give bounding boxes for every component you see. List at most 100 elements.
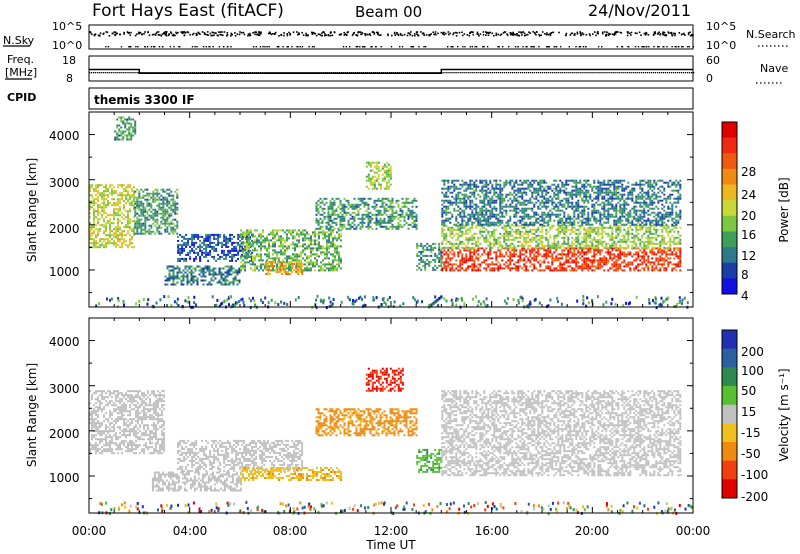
power-cell [204, 265, 207, 268]
nave-point [314, 72, 316, 74]
power-cell [438, 248, 441, 251]
power-cell [575, 263, 578, 266]
power-cell [443, 224, 446, 227]
power-cell [248, 241, 250, 244]
power-cell [677, 249, 680, 252]
power-cell [411, 215, 414, 218]
power-cell [308, 233, 310, 236]
power-cell [593, 251, 596, 254]
power-cell [407, 207, 410, 210]
power-cell [401, 211, 404, 214]
power-cell [395, 215, 398, 218]
power-cell [264, 263, 266, 266]
power-cell [389, 217, 392, 220]
power-cell [187, 241, 190, 244]
power-cell [300, 231, 302, 234]
power-cell [121, 198, 123, 201]
nsky-point [158, 33, 160, 36]
power-cell [426, 246, 429, 249]
nsky-point [114, 31, 117, 34]
power-cell [473, 238, 476, 241]
nave-point [209, 72, 212, 74]
power-cell [537, 253, 540, 256]
power-cell [217, 243, 220, 246]
nave-point [397, 72, 399, 74]
power-cell [170, 222, 173, 225]
power-cell [136, 202, 139, 205]
power-cell [367, 213, 370, 216]
power-cell [351, 205, 354, 208]
power-cell [316, 253, 318, 256]
nsky-point [160, 35, 163, 37]
nsearch-point [296, 46, 298, 48]
nave-point [165, 72, 167, 74]
power-cell [535, 230, 538, 233]
nsearch-point [471, 46, 473, 48]
power-cell [310, 251, 312, 254]
power-cell [615, 259, 618, 262]
power-cell [469, 236, 472, 239]
power-cell [328, 247, 330, 250]
power-cell [573, 269, 576, 272]
power-cell [127, 186, 129, 189]
power-cell [585, 240, 588, 243]
nave-point [97, 72, 99, 74]
power-cell [583, 259, 586, 262]
power-cell [89, 186, 91, 189]
power-cell [451, 230, 454, 233]
power-cell [627, 251, 630, 254]
power-cell [306, 257, 308, 260]
power-cell [509, 261, 512, 264]
power-cell [203, 251, 206, 254]
nsky-point [571, 32, 574, 35]
power-cell [505, 226, 508, 229]
power-cell [207, 239, 210, 242]
nsearch-point [169, 46, 172, 48]
power-cell [443, 267, 446, 270]
power-cell [549, 236, 552, 239]
power-cell [613, 265, 616, 268]
power-cell [154, 214, 157, 217]
power-cell [172, 208, 175, 211]
power-cell [317, 223, 320, 226]
power-cell [497, 246, 500, 249]
power-cell [215, 237, 218, 240]
power-cell [121, 238, 123, 241]
power-cell [665, 247, 668, 250]
nsearch-point [179, 46, 181, 48]
power-cell [519, 234, 522, 237]
power-cell [227, 253, 230, 256]
power-cell [459, 251, 462, 254]
power-cell [497, 269, 500, 272]
power-cell [353, 211, 356, 214]
power-cell [318, 255, 320, 258]
power-cell [246, 253, 248, 256]
power-cell [513, 230, 516, 233]
power-cell [250, 231, 252, 234]
power-cell [501, 246, 504, 249]
power-cell [203, 243, 206, 246]
power-cell [593, 244, 596, 247]
power-cell [563, 246, 566, 249]
power-cell [611, 228, 614, 231]
power-cell [659, 251, 662, 254]
power-cell [117, 214, 119, 217]
power-cell [601, 249, 604, 252]
power-cell [339, 223, 342, 226]
power-cell [531, 263, 534, 266]
power-cell [125, 194, 127, 197]
power-cell [113, 198, 115, 201]
power-cell [391, 217, 394, 220]
power-cell [312, 233, 314, 236]
power-cell [290, 263, 292, 266]
nsearch-point [380, 46, 382, 48]
power-cell [160, 216, 163, 219]
power-cell [627, 261, 630, 264]
power-cell [168, 232, 171, 235]
power-cell [172, 275, 175, 278]
nsky-point [453, 32, 455, 34]
power-cell [477, 253, 480, 256]
power-cell [302, 239, 304, 242]
power-cell [225, 235, 228, 238]
power-cell [332, 237, 334, 240]
